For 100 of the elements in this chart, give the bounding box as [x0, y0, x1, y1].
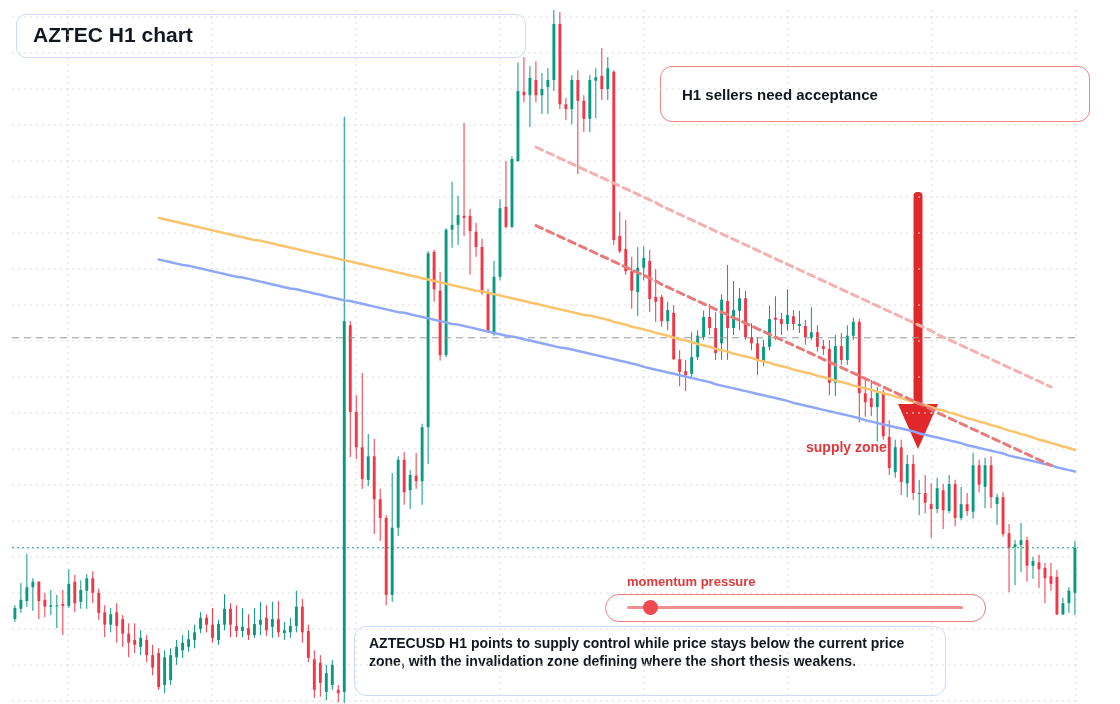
candlestick — [630, 256, 634, 310]
candlestick — [127, 622, 131, 658]
candlestick — [211, 607, 214, 644]
candlestick — [253, 607, 256, 639]
candlestick — [414, 452, 418, 490]
candlestick — [684, 359, 688, 392]
candlestick — [145, 634, 149, 663]
candlestick — [780, 312, 783, 336]
candlestick — [606, 56, 610, 101]
candlestick — [702, 310, 706, 341]
candlestick — [456, 195, 460, 246]
candlestick — [37, 580, 41, 620]
candlestick — [792, 309, 795, 331]
candlestick — [905, 454, 909, 498]
candlestick — [378, 488, 382, 542]
candlestick — [217, 619, 220, 646]
candlestick — [666, 301, 670, 331]
candlestick — [738, 287, 741, 331]
candlestick — [259, 601, 262, 636]
candlestick — [97, 588, 101, 621]
annotation: momentum pressure — [627, 574, 756, 589]
candlestick — [282, 621, 286, 641]
candlestick — [25, 553, 29, 608]
candlestick — [708, 303, 712, 336]
candlestick — [875, 386, 879, 443]
candlestick — [869, 379, 873, 417]
candlestick — [678, 349, 682, 387]
candlestick — [121, 614, 125, 648]
candlestick — [294, 590, 298, 633]
candlestick — [223, 593, 226, 631]
candlestick — [923, 474, 927, 514]
candlestick — [815, 324, 819, 353]
candlestick — [288, 617, 292, 639]
candlestick — [67, 568, 71, 609]
candlestick — [797, 310, 801, 334]
candlestick — [983, 457, 987, 509]
candlestick — [241, 607, 244, 638]
candlestick — [175, 639, 179, 666]
candlestick — [965, 492, 969, 517]
candlestick — [31, 577, 35, 612]
candlestick — [756, 336, 759, 376]
candlestick — [803, 319, 807, 346]
candlestick — [55, 594, 59, 629]
candlestick — [270, 601, 274, 639]
candlestick — [19, 582, 23, 614]
callout-box: H1 sellers need acceptance — [660, 66, 1090, 122]
candlestick — [73, 574, 77, 613]
candlestick — [199, 611, 202, 634]
candlestick — [540, 72, 544, 115]
candlestick — [276, 600, 280, 638]
candlestick — [690, 331, 694, 378]
title-box: AZTEC H1 chart — [16, 14, 526, 58]
candlestick — [450, 181, 454, 249]
candlestick — [929, 482, 933, 539]
candlestick — [43, 592, 47, 618]
candlestick — [594, 67, 598, 119]
candlestick — [576, 69, 580, 175]
candlestick — [654, 268, 658, 323]
candlestick — [774, 295, 777, 341]
candlestick — [247, 613, 250, 641]
candlestick — [977, 459, 981, 493]
candlestick — [324, 664, 328, 701]
candlestick — [935, 477, 939, 514]
candlestick — [941, 483, 945, 530]
candlestick — [229, 602, 232, 638]
candlestick — [61, 589, 65, 636]
candlestick — [49, 589, 53, 616]
candlestick — [151, 644, 155, 676]
candlestick — [750, 322, 753, 351]
annotation: supply zone — [806, 439, 887, 455]
candlestick — [115, 602, 119, 644]
candlestick — [863, 379, 867, 418]
candlestick — [546, 67, 550, 115]
candlestick — [133, 622, 137, 654]
candlestick — [187, 629, 191, 653]
candlestick — [205, 613, 208, 633]
caption-box: AZTECUSD H1 points to supply control while price stays below the current price zone, with the invalidation zone defining where the short thesis weakens. — [354, 626, 946, 696]
candlestick — [917, 479, 921, 516]
candlestick — [618, 211, 622, 254]
candlestick — [528, 65, 532, 128]
candlestick — [600, 47, 604, 101]
candlestick — [786, 288, 789, 332]
candlestick — [582, 94, 586, 133]
candlestick — [318, 654, 322, 698]
candlestick — [85, 573, 89, 610]
candlestick — [91, 570, 95, 604]
candlestick — [642, 245, 646, 281]
candlestick — [109, 607, 113, 633]
candlestick — [809, 306, 813, 341]
candlestick — [564, 97, 568, 121]
candlestick — [1067, 586, 1071, 614]
candlestick — [79, 579, 83, 610]
candlestick — [103, 604, 107, 638]
candlestick — [851, 317, 855, 341]
candlestick — [193, 624, 196, 649]
candlestick — [330, 659, 334, 691]
candlestick — [534, 60, 538, 103]
candlestick — [139, 629, 143, 656]
candlestick — [181, 634, 185, 659]
candlestick — [959, 486, 963, 521]
